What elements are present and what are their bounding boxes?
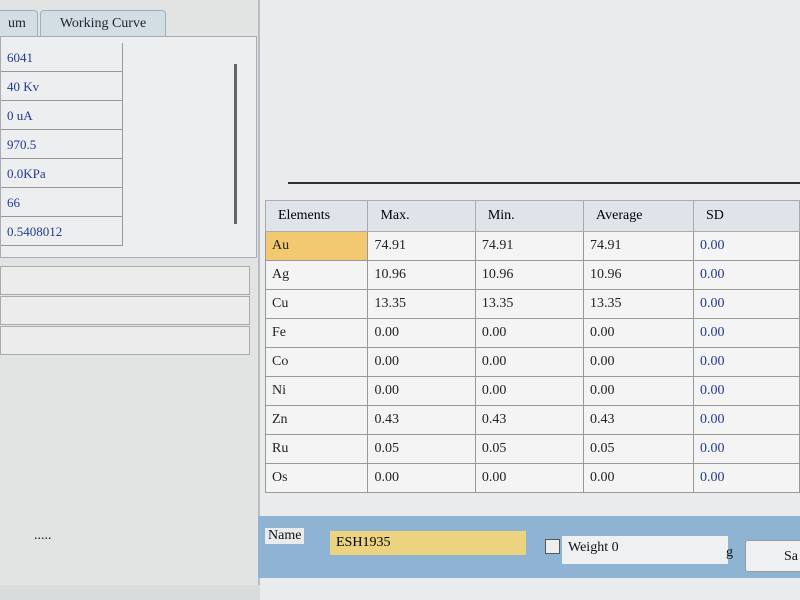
table-cell: 0.00	[693, 231, 800, 261]
param-value: 0.0KPa	[1, 159, 123, 188]
weight-field[interactable]: Weight 0	[562, 536, 728, 564]
name-input[interactable]	[330, 531, 526, 555]
table-row[interactable]: Co 0.00 0.00 0.00 0.00	[264, 347, 800, 377]
unit-label: g	[726, 545, 733, 560]
table-cell: 0.00	[474, 376, 585, 406]
scrollbar[interactable]	[234, 64, 237, 224]
parameter-list: 6041 40 Kv 0 uA 970.5 0.0KPa 66 0.540801…	[0, 36, 257, 258]
table-cell: 0.05	[367, 434, 476, 464]
table-cell: 0.00	[583, 376, 694, 406]
table-row[interactable]: Ru 0.05 0.05 0.05 0.00	[264, 434, 800, 464]
table-cell: Ni	[264, 376, 369, 406]
table-cell: 0.00	[583, 318, 694, 348]
splitter-handle[interactable]: .....	[34, 528, 52, 543]
table-cell: 13.35	[583, 289, 694, 319]
table-cell: 0.00	[583, 463, 694, 493]
table-cell: 0.43	[474, 405, 585, 435]
table-row[interactable]: Au 74.91 74.91 74.91 0.00	[264, 231, 800, 261]
table-cell: Co	[264, 347, 369, 377]
param-value: 970.5	[1, 130, 123, 159]
tab-working-curve[interactable]: Working Curve	[40, 10, 166, 37]
param-value: 40 Kv	[1, 72, 123, 101]
table-cell: 0.00	[474, 318, 585, 348]
table-row[interactable]: Fe 0.00 0.00 0.00 0.00	[264, 318, 800, 348]
table-cell: 10.96	[583, 260, 694, 290]
table-cell: 0.00	[474, 463, 585, 493]
table-cell: 0.05	[583, 434, 694, 464]
weight-label: Weight	[568, 540, 609, 555]
divider	[288, 182, 800, 184]
table-row[interactable]: Os 0.00 0.00 0.00 0.00	[264, 463, 800, 493]
table-cell: 13.35	[474, 289, 585, 319]
table-row[interactable]: Cu 13.35 13.35 13.35 0.00	[264, 289, 800, 319]
table-cell: 0.00	[693, 405, 800, 435]
table-cell: 0.00	[474, 347, 585, 377]
table-cell: 0.00	[367, 376, 476, 406]
table-cell: Os	[264, 463, 369, 493]
table-cell: 0.00	[367, 463, 476, 493]
list-row[interactable]	[0, 326, 250, 355]
table-cell: 0.00	[693, 260, 800, 290]
left-panel: um Working Curve 6041 40 Kv 0 uA 970.5 0…	[0, 0, 260, 585]
table-cell: 0.43	[367, 405, 476, 435]
table-cell: 0.00	[693, 463, 800, 493]
table-cell: 0.05	[474, 434, 585, 464]
table-cell: 0.00	[693, 318, 800, 348]
list-row[interactable]	[0, 266, 250, 295]
param-value: 0 uA	[1, 101, 123, 130]
table-cell: 0.00	[367, 318, 476, 348]
col-average: Average	[583, 200, 694, 232]
param-value: 66	[1, 188, 123, 217]
col-min: Min.	[474, 200, 585, 232]
table-cell: 74.91	[583, 231, 694, 261]
table-cell: 0.00	[693, 376, 800, 406]
table-cell: Fe	[264, 318, 369, 348]
weight-value: 0	[611, 540, 619, 555]
table-cell: 0.00	[693, 289, 800, 319]
table-cell: 74.91	[474, 231, 585, 261]
save-button[interactable]: Sa	[745, 540, 800, 572]
col-max: Max.	[367, 200, 476, 232]
table-cell: 0.43	[583, 405, 694, 435]
table-cell: Ag	[264, 260, 369, 290]
list-row[interactable]	[0, 296, 250, 325]
table-row[interactable]: Ni 0.00 0.00 0.00 0.00	[264, 376, 800, 406]
col-elements: Elements	[264, 200, 369, 232]
weight-checkbox[interactable]	[545, 539, 560, 554]
table-cell: Ru	[264, 434, 369, 464]
table-cell: Au	[264, 231, 369, 261]
param-value: 6041	[1, 43, 123, 72]
table-row[interactable]: Zn 0.43 0.43 0.43 0.00	[264, 405, 800, 435]
table-cell: 10.96	[367, 260, 476, 290]
table-row[interactable]: Ag 10.96 10.96 10.96 0.00	[264, 260, 800, 290]
col-sd: SD	[693, 200, 800, 232]
param-value: 0.5408012	[1, 217, 123, 246]
table-cell: 0.00	[693, 347, 800, 377]
table-cell: 74.91	[367, 231, 476, 261]
table-cell: 10.96	[474, 260, 585, 290]
table-cell: 0.00	[693, 434, 800, 464]
table-cell: 0.00	[367, 347, 476, 377]
table-cell: Zn	[264, 405, 369, 435]
table-cell: 0.00	[583, 347, 694, 377]
tab-spectrum[interactable]: um	[0, 10, 38, 37]
name-label: Name	[265, 528, 305, 544]
table-cell: Cu	[264, 289, 369, 319]
results-table: Elements Max. Min. Average SD Au 74.91 74.…	[264, 200, 800, 493]
table-cell: 13.35	[367, 289, 476, 319]
